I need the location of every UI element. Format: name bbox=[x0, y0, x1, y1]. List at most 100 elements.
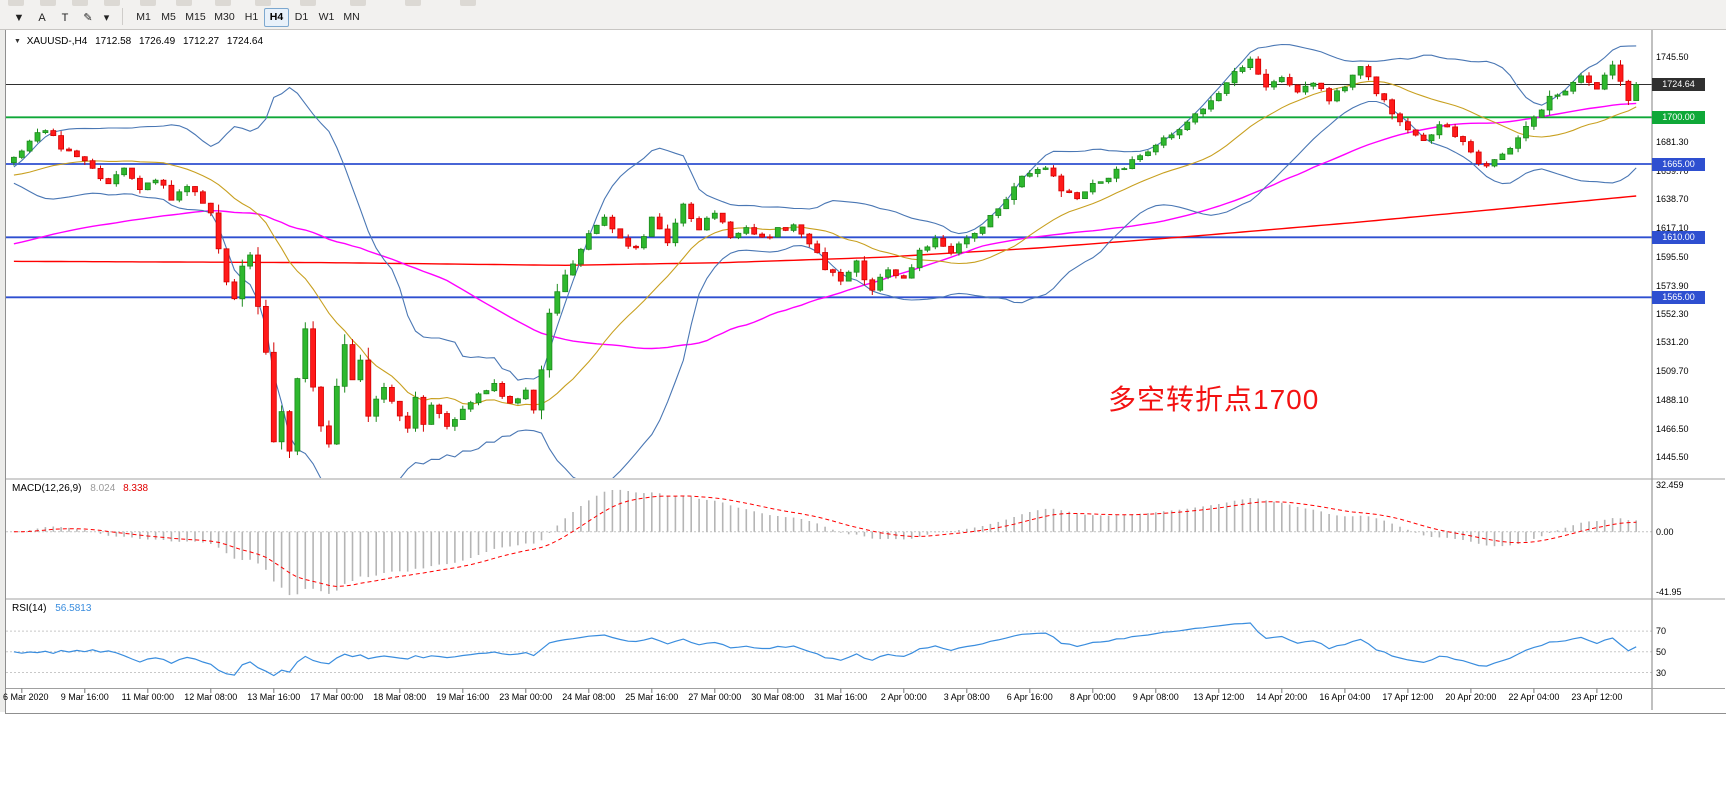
candle bbox=[1294, 84, 1301, 93]
candle bbox=[18, 150, 25, 158]
ohlc-header: ▼ XAUUSD-,H4 1712.58 1726.49 1712.27 172… bbox=[14, 36, 263, 47]
time-axis-label: 19 Mar 16:00 bbox=[436, 692, 490, 702]
clipped-toolbar-icon bbox=[8, 0, 24, 6]
timeframe-w1[interactable]: W1 bbox=[318, 11, 335, 23]
candle bbox=[1255, 58, 1262, 75]
price-badge-1665.00[interactable]: 1665.00 bbox=[1652, 157, 1705, 171]
candle bbox=[790, 224, 797, 231]
candle bbox=[325, 425, 332, 445]
candle bbox=[381, 386, 387, 400]
candle bbox=[278, 411, 285, 443]
toolbar-type-tool[interactable]: T bbox=[61, 12, 69, 24]
toolbar-draw-tool[interactable]: ✎ bbox=[83, 12, 93, 24]
ohlc-close: 1724.64 bbox=[226, 36, 264, 47]
timeframe-mn[interactable]: MN bbox=[343, 11, 360, 23]
candle bbox=[554, 291, 561, 314]
timeframe-d1[interactable]: D1 bbox=[294, 11, 309, 23]
price-badge-1565.00[interactable]: 1565.00 bbox=[1652, 290, 1705, 304]
candle bbox=[1483, 163, 1490, 167]
candle bbox=[318, 386, 324, 427]
candle bbox=[286, 411, 293, 452]
price-badge-1610.00[interactable]: 1610.00 bbox=[1652, 230, 1705, 244]
chart-menu-icon[interactable]: ▼ bbox=[14, 38, 21, 45]
candle bbox=[136, 177, 143, 191]
timeframe-m5[interactable]: M5 bbox=[161, 11, 176, 23]
rsi-pane[interactable] bbox=[6, 622, 1652, 677]
timeframe-m1[interactable]: M1 bbox=[136, 11, 151, 23]
time-axis-label: 9 Mar 16:00 bbox=[60, 692, 109, 702]
ma-slow-line bbox=[13, 102, 1637, 350]
candle bbox=[1586, 75, 1592, 83]
candle bbox=[1523, 126, 1529, 139]
candle bbox=[530, 389, 537, 411]
candle bbox=[105, 178, 112, 185]
timeframe-m30[interactable]: M30 bbox=[214, 11, 235, 23]
candle bbox=[1357, 66, 1364, 76]
price-badge-1700.00[interactable]: 1700.00 bbox=[1652, 110, 1705, 124]
candle bbox=[121, 167, 127, 176]
candle bbox=[388, 386, 395, 402]
candle bbox=[885, 269, 891, 278]
candle bbox=[1176, 129, 1183, 136]
candle bbox=[1286, 77, 1293, 86]
candle bbox=[1515, 137, 1521, 149]
price-badge-1724.64[interactable]: 1724.64 bbox=[1652, 78, 1705, 91]
price-axis-label: 1509.70 bbox=[1656, 366, 1689, 377]
time-axis-label: 11 Mar 00:00 bbox=[121, 692, 174, 702]
chart-canvas[interactable] bbox=[6, 30, 1725, 710]
rsi-axis-label: 70 bbox=[1656, 626, 1667, 637]
time-axis-label: 17 Apr 12:00 bbox=[1382, 692, 1434, 702]
candle bbox=[152, 179, 159, 184]
macd-pane[interactable] bbox=[6, 489, 1652, 596]
toolbar-charts-dropdown[interactable]: ▼ bbox=[13, 12, 25, 24]
candle bbox=[916, 249, 923, 269]
candle bbox=[192, 186, 198, 193]
time-axis-label: 14 Apr 20:00 bbox=[1256, 692, 1308, 702]
candle bbox=[1066, 190, 1073, 193]
price-axis-label: 1595.50 bbox=[1656, 251, 1689, 262]
top-toolbar: ▼ A T ✎ ▾ M1 M5 M15 M30 H1 H4 D1 W1 MN bbox=[0, 0, 1726, 30]
price-axis-label: 1573.90 bbox=[1656, 280, 1689, 291]
candle bbox=[50, 130, 57, 137]
candle bbox=[1491, 159, 1498, 167]
candle bbox=[255, 254, 261, 307]
candle bbox=[1420, 134, 1427, 142]
candle bbox=[672, 222, 679, 244]
toolbar-text-tool[interactable]: A bbox=[38, 12, 46, 24]
candle bbox=[601, 216, 608, 226]
price-axis-label: 1638.70 bbox=[1656, 194, 1689, 205]
time-axis-label: 23 Mar 00:00 bbox=[499, 692, 553, 702]
clipped-toolbar-icon bbox=[350, 0, 366, 6]
time-axis-label: 17 Mar 00:00 bbox=[310, 692, 364, 702]
price-pane[interactable] bbox=[6, 43, 1652, 499]
candle bbox=[1538, 109, 1545, 118]
candle bbox=[451, 419, 458, 427]
candle bbox=[357, 359, 364, 381]
toolbar-draw-tool-menu[interactable]: ▾ bbox=[103, 12, 110, 24]
candle bbox=[751, 227, 758, 235]
time-axis-label: 20 Apr 20:00 bbox=[1445, 692, 1497, 702]
candle bbox=[302, 328, 309, 379]
candle bbox=[1546, 95, 1553, 111]
macd-signal-value: 8.338 bbox=[123, 483, 149, 494]
candle bbox=[1200, 108, 1206, 115]
time-axis[interactable]: 6 Mar 2020 9 Mar 16:00 11 Mar 00:00 12 Mar … bbox=[0, 692, 1726, 708]
candle bbox=[822, 252, 828, 271]
candle bbox=[1349, 74, 1356, 88]
candle bbox=[1003, 199, 1010, 210]
timeframe-h4[interactable]: H4 bbox=[264, 8, 289, 27]
timeframe-h1[interactable]: H1 bbox=[244, 11, 259, 23]
timeframe-m15[interactable]: M15 bbox=[185, 11, 206, 23]
candle bbox=[365, 359, 372, 417]
chart-annotation-text[interactable]: 多空转折点1700 bbox=[1108, 384, 1320, 415]
clipped-toolbar-icon bbox=[72, 0, 88, 6]
price-axis-label: 1659.70 bbox=[1656, 166, 1689, 177]
candle bbox=[66, 148, 72, 152]
candle bbox=[853, 260, 860, 273]
candle bbox=[924, 246, 931, 251]
candle bbox=[1570, 82, 1577, 92]
time-axis-label: 13 Apr 12:00 bbox=[1193, 692, 1245, 702]
candle bbox=[1231, 71, 1238, 84]
candle bbox=[1633, 84, 1640, 102]
candle bbox=[798, 224, 805, 235]
